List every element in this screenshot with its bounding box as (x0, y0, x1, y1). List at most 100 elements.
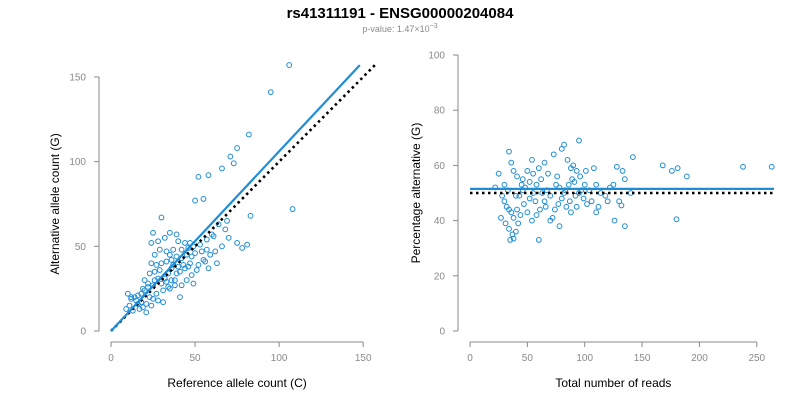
percent-data-point (542, 203, 549, 210)
counts-data-point (215, 221, 222, 228)
percent-data-point (582, 168, 589, 174)
counts-data-point (190, 280, 197, 287)
percent-data-point (768, 163, 775, 170)
percent-data-point (590, 165, 597, 172)
counts-data-point (214, 260, 220, 267)
counts-data-point (193, 267, 200, 273)
percent-data-point (629, 154, 636, 161)
counts-data-point (150, 229, 156, 236)
counts-data-point (239, 245, 246, 251)
percent-data-point (561, 141, 567, 148)
percent-data-point (610, 181, 617, 188)
counts-data-point (143, 301, 150, 307)
counts-y-tick-label: 100 (69, 157, 86, 168)
counts-y-tick-label: 0 (80, 327, 86, 338)
percent-data-point (501, 198, 508, 205)
counts-data-point (166, 251, 173, 258)
percent-data-point (529, 156, 535, 163)
counts-data-point (135, 292, 141, 299)
percent-data-point (506, 148, 512, 155)
percent-data-point (563, 203, 570, 210)
percent-data-point (659, 162, 666, 169)
percent-y-tick-label: 0 (439, 327, 445, 338)
counts-data-point (267, 89, 274, 96)
percent-data-point (545, 170, 551, 177)
counts-data-point (173, 253, 180, 260)
counts-data-point (165, 284, 172, 290)
counts-data-point (180, 262, 187, 268)
p-value-subtitle: p-value: 1.47×10−3 (0, 23, 800, 34)
counts-data-point (225, 234, 232, 241)
percent-data-point (501, 181, 508, 188)
percent-data-point (618, 202, 625, 209)
counts-data-point (131, 294, 138, 301)
percent-data-point (580, 195, 587, 202)
counts-data-point (200, 195, 207, 202)
percent-data-point (510, 168, 517, 174)
counts-data-point (244, 241, 251, 248)
percent-data-point (521, 201, 527, 207)
counts-data-point (224, 218, 230, 224)
percent-data-point (533, 212, 540, 218)
percent-data-point (621, 223, 628, 230)
counts-data-point (155, 297, 161, 304)
counts-data-point (200, 256, 207, 263)
counts-data-point (156, 246, 163, 253)
chart-title: rs41311191 - ENSG00000204084 (286, 5, 514, 22)
counts-y-axis-title: Alternative allele count (G) (48, 133, 62, 274)
counts-data-point (141, 287, 148, 294)
counts-data-point (219, 165, 225, 172)
percent-data-point (512, 228, 519, 235)
percent-data-point (568, 209, 574, 216)
percent-data-point (498, 214, 504, 221)
counts-data-point (170, 246, 177, 253)
counts-data-point (192, 197, 198, 204)
counts-data-point (148, 240, 155, 246)
counts-data-point (177, 294, 183, 301)
counts-data-point (210, 233, 217, 240)
percent-data-point (533, 181, 540, 188)
counts-data-point (140, 304, 146, 311)
percent-data-point (550, 151, 557, 158)
counts-data-point (153, 262, 160, 268)
percent-data-point (584, 201, 590, 207)
percent-data-point (514, 173, 520, 180)
percent-data-point (539, 190, 546, 196)
percent-data-point (593, 181, 600, 188)
counts-data-point (138, 290, 145, 297)
counts-data-point (168, 256, 175, 263)
percent-data-point (502, 220, 509, 227)
counts-data-point (160, 287, 167, 294)
counts-data-point (208, 231, 215, 238)
counts-reference-line (110, 64, 376, 332)
percent-data-point (576, 137, 582, 144)
percent-data-point (537, 206, 543, 213)
percent-data-point (572, 192, 579, 199)
percent-data-point (683, 173, 690, 180)
counts-data-point (145, 284, 151, 290)
percent-x-tick-label: 100 (576, 353, 593, 364)
counts-data-point (166, 229, 173, 236)
counts-data-point (141, 277, 148, 284)
percent-data-point (532, 198, 539, 205)
percent-data-point (553, 181, 559, 188)
percent-data-point (613, 163, 620, 170)
percent-data-point (602, 192, 609, 199)
counts-data-point (198, 248, 205, 255)
percent-data-point (674, 165, 681, 172)
percent-x-axis-title: Total number of reads (555, 376, 671, 390)
percent-x-tick-label: 0 (467, 353, 473, 364)
counts-data-point (187, 260, 193, 267)
counts-data-point (163, 278, 170, 285)
counts-data-point (195, 173, 202, 180)
percent-data-point (518, 181, 525, 188)
counts-data-point (183, 277, 190, 284)
counts-data-point (177, 268, 183, 275)
percent-data-point (495, 170, 502, 177)
counts-x-tick-label: 0 (108, 353, 114, 364)
percent-data-point (604, 198, 611, 205)
counts-data-point (158, 214, 165, 221)
counts-data-point (234, 240, 240, 246)
